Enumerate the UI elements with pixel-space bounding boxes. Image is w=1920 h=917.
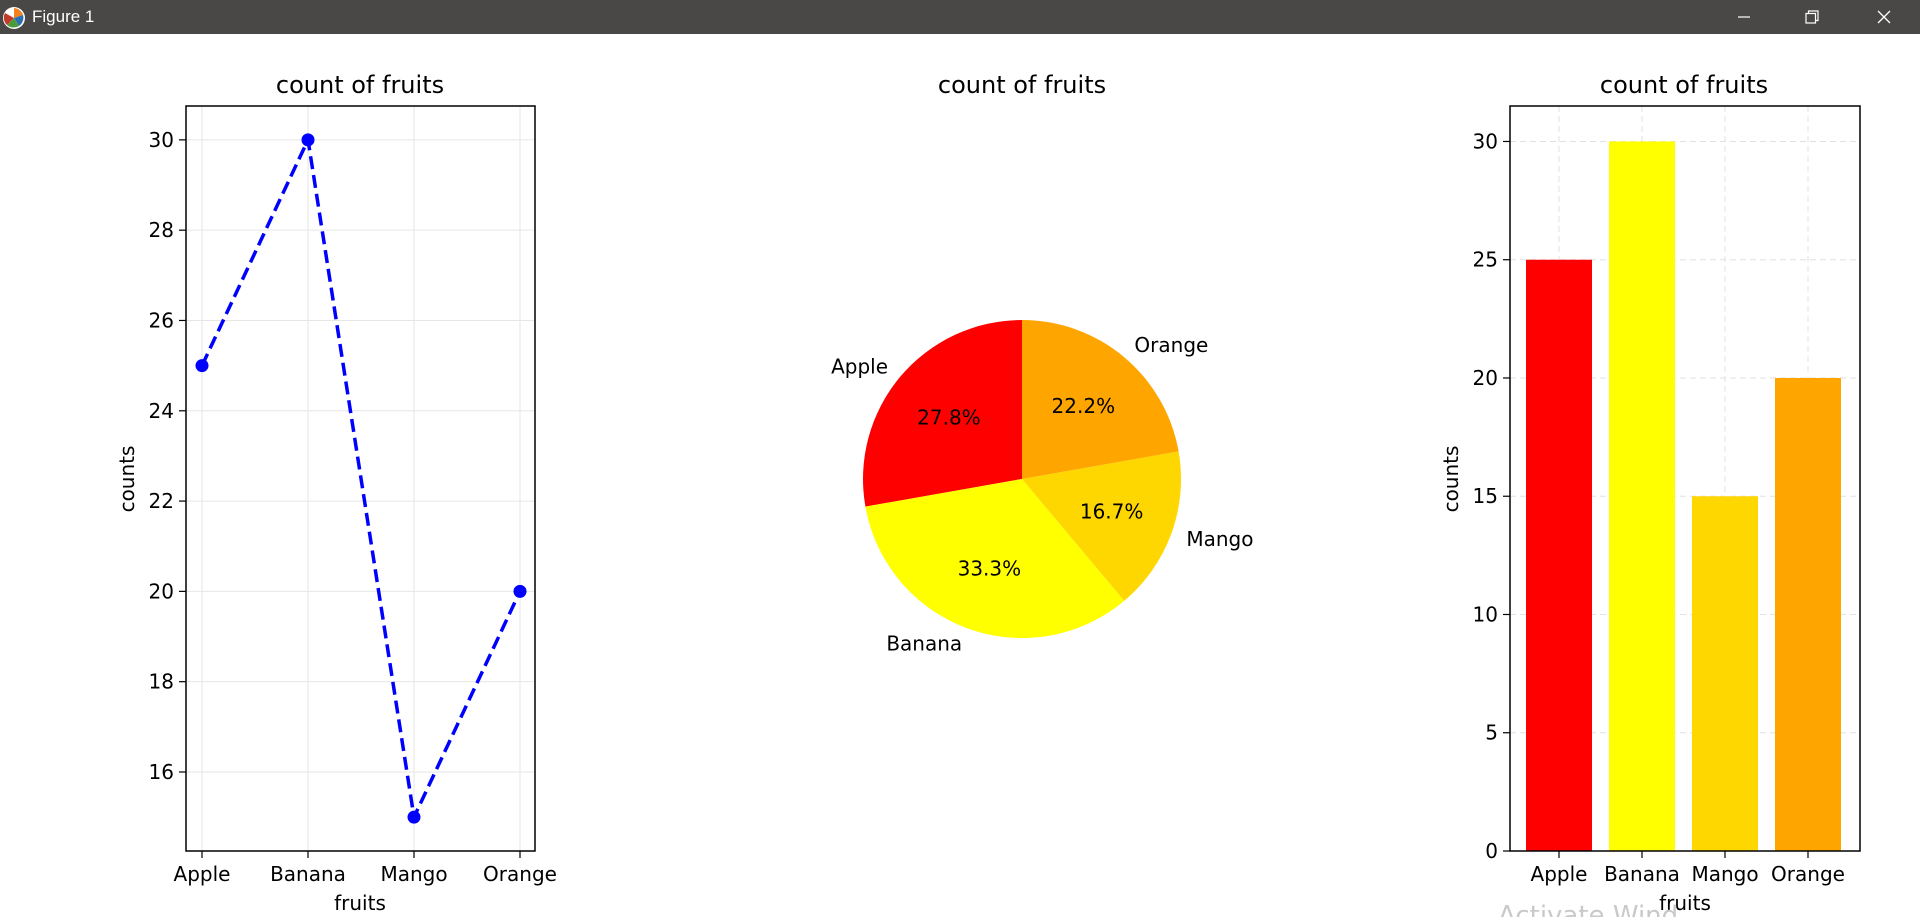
bar-chart-xlabel: fruits [1659, 891, 1711, 915]
pie-category-label: Banana [886, 631, 962, 655]
pie-pct-label: 27.8% [917, 406, 981, 430]
bar-orange [1775, 377, 1841, 851]
minimize-icon [1738, 16, 1750, 18]
bar-chart-xtick-label: Mango [1691, 862, 1758, 886]
line-chart-point [407, 810, 421, 824]
line-chart-series [195, 133, 527, 824]
pie-chart-title: count of fruits [938, 71, 1106, 99]
bar-chart-ytick-label: 20 [1473, 366, 1498, 390]
line-chart-title: count of fruits [276, 71, 444, 99]
bar-chart-ytick-label: 10 [1473, 602, 1498, 626]
bar-chart-bars [1526, 141, 1841, 851]
bar-apple [1526, 259, 1592, 851]
pie-pct-label: 33.3% [958, 557, 1022, 581]
pie-slice-banana [865, 479, 1125, 638]
figure-canvas: count of fruits 16 18 20 22 24 26 28 30 Apple Ba… [115, 71, 1861, 917]
bar-chart-ytick-label: 30 [1473, 129, 1498, 153]
pie-slice-apple [863, 320, 1022, 507]
line-chart-ytick-label: 20 [149, 579, 174, 603]
window-title: Figure 1 [32, 7, 95, 26]
pie-category-label: Mango [1186, 527, 1253, 551]
line-chart-frame [185, 105, 536, 852]
bar-chart-ytick-label: 5 [1485, 721, 1498, 745]
line-chart-point [513, 584, 527, 598]
bar-chart-ytick-label: 25 [1473, 248, 1498, 272]
line-chart-point [195, 359, 209, 373]
pie-pct-label: 16.7% [1080, 500, 1144, 524]
pie-slice-orange [1022, 320, 1179, 479]
line-chart: count of fruits 16 18 20 22 24 26 28 30 Apple Ba… [115, 71, 557, 915]
restore-icon [1805, 10, 1819, 24]
line-chart-series-line [200, 133, 522, 824]
bar-chart-x-axis: Apple Banana Mango Orange [1531, 851, 1845, 886]
pie-chart-slices [863, 320, 1181, 638]
bar-chart-ytick-label: 0 [1485, 839, 1498, 863]
line-chart-y-axis: 16 18 20 22 24 26 28 30 [149, 128, 186, 784]
line-chart-ytick-label: 28 [149, 218, 174, 242]
line-chart-ylabel: counts [115, 446, 139, 513]
minimize-button[interactable] [1710, 0, 1778, 34]
bar-chart-ylabel: counts [1439, 446, 1463, 513]
restore-button[interactable] [1778, 0, 1846, 34]
line-chart-xlabel: fruits [334, 891, 386, 915]
line-chart-xtick-label: Apple [174, 862, 231, 886]
line-chart-ytick-label: 30 [149, 128, 174, 152]
pie-chart-labels: 27.8% Apple 33.3% Banana 16.7% Mango 22.2% Oran… [831, 333, 1253, 655]
bar-banana [1609, 141, 1675, 851]
line-chart-grid [186, 106, 535, 851]
close-button[interactable] [1850, 0, 1918, 34]
line-chart-ytick-label: 24 [149, 399, 174, 423]
matplotlib-logo-icon [3, 7, 25, 29]
bar-chart-frame [1509, 105, 1861, 852]
bar-chart: count of fruits 0 5 10 15 20 25 30 Apple Banana… [1439, 71, 1861, 915]
line-chart-point [301, 133, 315, 147]
bar-chart-ytick-label: 15 [1473, 484, 1498, 508]
line-chart-ytick-label: 26 [149, 308, 174, 332]
bar-chart-title: count of fruits [1600, 71, 1768, 99]
line-chart-ytick-label: 18 [149, 670, 174, 694]
pie-category-label: Orange [1134, 333, 1208, 357]
bar-chart-xtick-label: Apple [1531, 862, 1588, 886]
bar-chart-y-axis: 0 5 10 15 20 25 30 [1473, 129, 1510, 863]
pie-chart: count of fruits 27.8% Apple 33.3% Banana 16.… [831, 71, 1253, 655]
bar-mango [1692, 496, 1758, 851]
line-chart-x-axis: Apple Banana Mango Orange [174, 851, 557, 886]
line-chart-ytick-label: 22 [149, 489, 174, 513]
pie-category-label: Apple [831, 355, 888, 379]
line-chart-ytick-label: 16 [149, 760, 174, 784]
window-titlebar: Figure 1 [0, 0, 1920, 34]
pie-slice-mango [1022, 451, 1181, 601]
bar-chart-xtick-label: Banana [1604, 862, 1680, 886]
line-chart-xtick-label: Orange [483, 862, 557, 886]
close-icon [1877, 10, 1891, 24]
bar-chart-xtick-label: Orange [1771, 862, 1845, 886]
line-chart-xtick-label: Mango [380, 862, 447, 886]
pie-pct-label: 22.2% [1052, 394, 1116, 418]
line-chart-xtick-label: Banana [270, 862, 346, 886]
activation-watermark: Activate Wind [1498, 901, 1678, 917]
